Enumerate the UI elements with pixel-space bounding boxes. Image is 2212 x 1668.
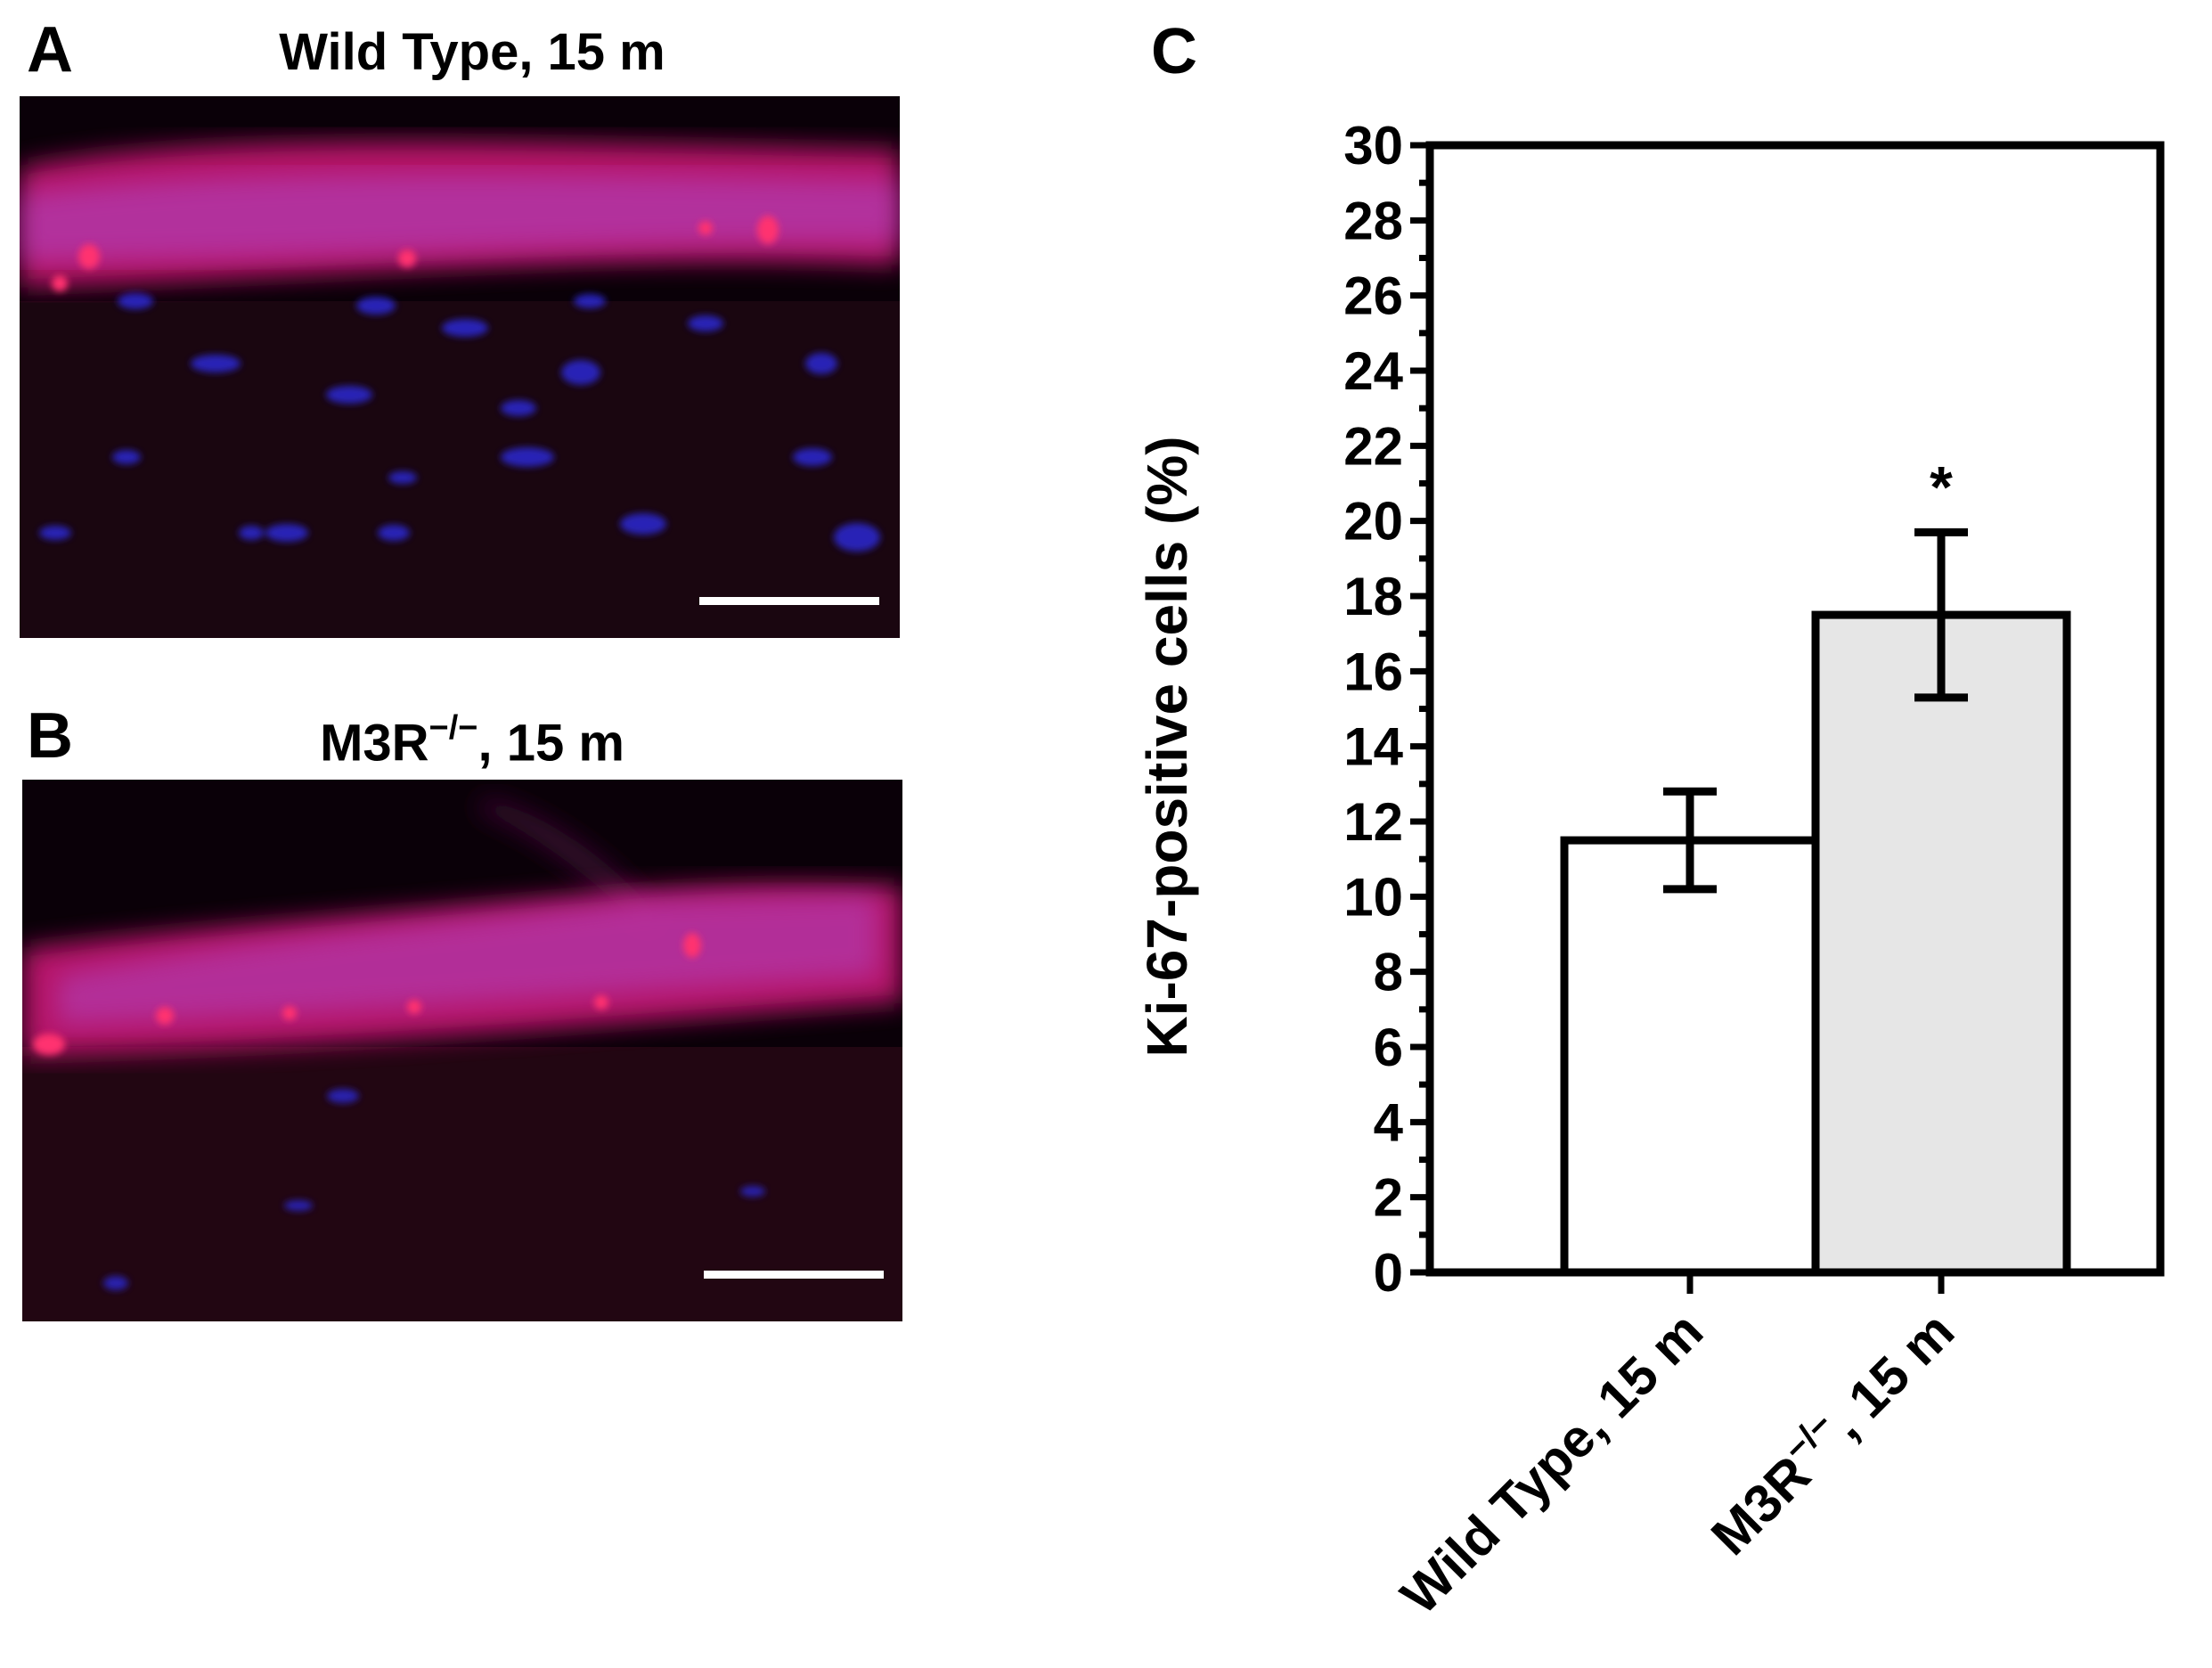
panel-b-letter: B — [27, 700, 73, 772]
significance-asterisk: * — [1930, 454, 1953, 519]
y-tick-label: 2 — [1374, 1168, 1403, 1228]
y-tick-label: 22 — [1343, 416, 1403, 476]
y-tick-label: 24 — [1343, 341, 1403, 401]
y-tick-label: 0 — [1374, 1243, 1403, 1303]
x-category-label: M3R−/−, 15 m — [1697, 1297, 1966, 1566]
scale-bar-b — [704, 1271, 884, 1279]
micrograph-wild-type-image — [20, 96, 900, 638]
micrograph-m3r-knockout — [22, 780, 902, 1321]
y-tick-label: 28 — [1343, 191, 1403, 250]
y-tick-label: 6 — [1374, 1018, 1403, 1077]
panel-c-letter: C — [1151, 16, 1197, 87]
panel-b-title-main: M3R — [320, 714, 429, 773]
panel-b-title: M3R−/−, 15 m — [223, 711, 722, 770]
panel-b-title-sup: −/− — [429, 709, 478, 747]
scale-bar-a — [699, 597, 879, 605]
y-tick-label: 14 — [1343, 717, 1403, 777]
y-tick-label: 8 — [1374, 943, 1403, 1002]
y-tick-label: 10 — [1343, 867, 1403, 927]
y-tick-label: 26 — [1343, 266, 1403, 326]
panel-a-letter: A — [27, 14, 73, 86]
y-tick-label: 12 — [1343, 792, 1403, 852]
micrograph-m3r-knockout-image — [22, 780, 902, 1321]
chart-bars: * — [1560, 454, 2071, 1277]
y-tick-label: 4 — [1374, 1092, 1404, 1152]
y-tick-label: 20 — [1343, 492, 1403, 552]
x-category-label: Wild Type, 15 m — [1390, 1301, 1714, 1625]
panel-b-title-rest: , 15 m — [477, 714, 624, 773]
y-tick-label: 16 — [1343, 642, 1403, 701]
bar — [1811, 610, 2071, 1277]
panel-a-title: Wild Type, 15 m — [279, 23, 665, 81]
y-axis-label: Ki-67-positive cells (%) — [1135, 436, 1199, 1057]
x-category-label-main: Wild Type, 15 m — [1390, 1301, 1714, 1625]
micrograph-wild-type — [20, 96, 900, 638]
bar — [1560, 836, 1820, 1277]
x-category-label-rest: , 15 m — [1816, 1301, 1966, 1451]
y-tick-label: 18 — [1343, 567, 1403, 626]
y-tick-label: 30 — [1343, 116, 1403, 176]
